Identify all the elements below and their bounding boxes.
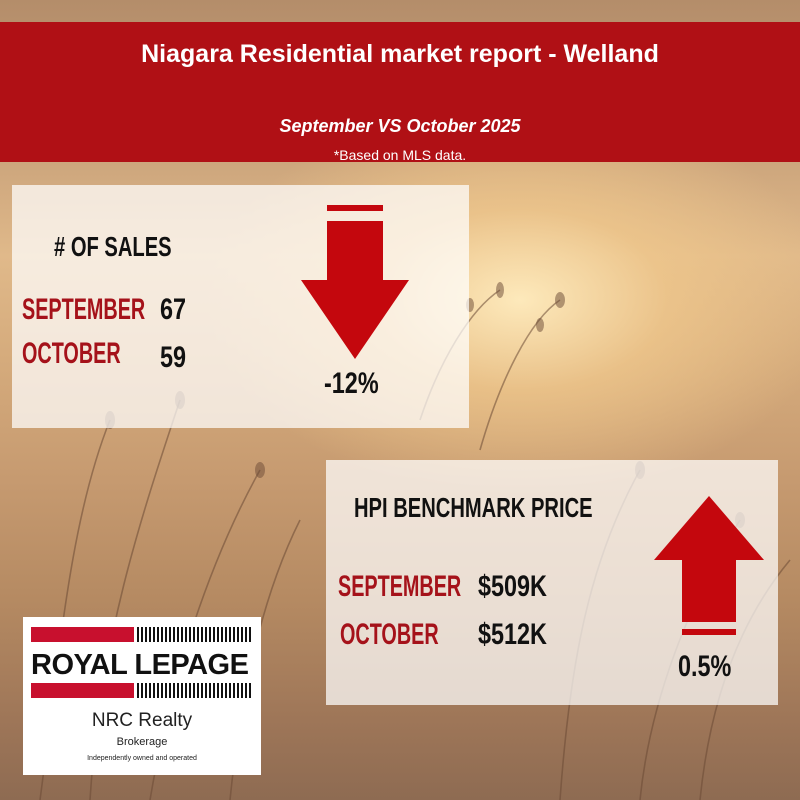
logo-red-bar-bottom [31, 683, 134, 698]
logo-office-name: NRC Realty [91, 710, 193, 731]
up-arrow-icon [654, 496, 764, 635]
logo-red-bar-top [31, 627, 134, 642]
sales-value-september: 67 [160, 293, 187, 326]
sales-change: -12% [324, 367, 379, 400]
hpi-month-october: OCTOBER [340, 618, 439, 651]
sales-month-october: OCTOBER [22, 337, 121, 370]
hpi-heading: HPI BENCHMARK PRICE [354, 492, 593, 523]
hpi-value-october: $512K [478, 618, 547, 651]
logo-tick-bar-bottom [137, 683, 253, 698]
logo-tick-bar-top [137, 627, 253, 642]
sales-value-october: 59 [160, 341, 187, 374]
hpi-change: 0.5% [678, 650, 732, 683]
logo-brokerage: Brokerage [116, 736, 168, 748]
sales-heading: # OF SALES [54, 231, 172, 262]
royal-lepage-logo: ROYAL LEPAGE NRC Realty Brokerage Indepe… [23, 617, 261, 775]
logo-brand-name: ROYAL LEPAGE [31, 649, 249, 681]
sales-panel: # OF SALES SEPTEMBER 67 OCTOBER 59 -12% [12, 185, 469, 428]
down-arrow-icon [301, 205, 409, 359]
logo-tagline: Independently owned and operated [87, 755, 197, 762]
hpi-panel: HPI BENCHMARK PRICE SEPTEMBER $509K OCTO… [326, 460, 778, 705]
data-source-note: *Based on MLS data. [333, 147, 467, 163]
report-title: Niagara Residential market report - Well… [141, 40, 659, 68]
report-header: Niagara Residential market report - Well… [0, 22, 800, 163]
sales-month-september: SEPTEMBER [22, 293, 146, 326]
report-subtitle: September VS October 2025 [279, 116, 521, 136]
hpi-month-september: SEPTEMBER [338, 570, 462, 603]
hpi-value-september: $509K [478, 570, 547, 603]
